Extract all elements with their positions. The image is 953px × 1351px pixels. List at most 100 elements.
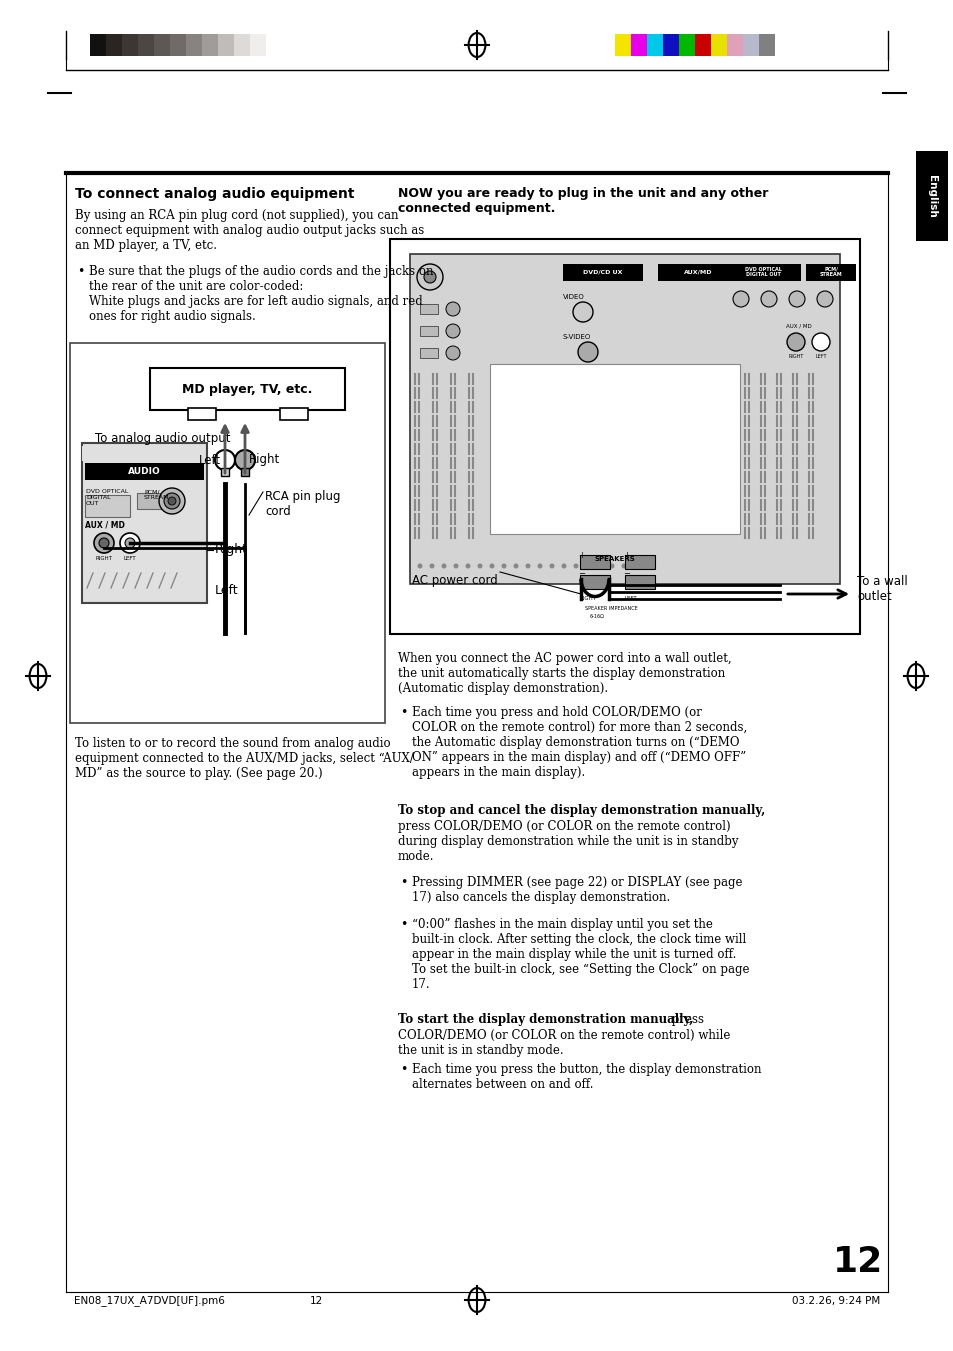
- Text: SPEAKER IMPEDANCE: SPEAKER IMPEDANCE: [584, 607, 638, 611]
- Text: +: +: [578, 551, 584, 561]
- Circle shape: [633, 563, 638, 569]
- Bar: [726, 34, 742, 55]
- Text: press COLOR/DEMO (or COLOR on the remote control)
during display demonstration w: press COLOR/DEMO (or COLOR on the remote…: [397, 820, 738, 863]
- Bar: [233, 34, 250, 55]
- Bar: [137, 493, 167, 509]
- Bar: [658, 263, 738, 281]
- Text: 03.2.26, 9:24 PM: 03.2.26, 9:24 PM: [791, 1296, 879, 1306]
- Text: •: •: [399, 875, 407, 889]
- Circle shape: [214, 450, 234, 470]
- Bar: [679, 34, 695, 55]
- Bar: [188, 408, 215, 420]
- Text: +: +: [622, 551, 629, 561]
- Bar: [662, 34, 679, 55]
- Circle shape: [645, 563, 650, 569]
- Circle shape: [513, 563, 518, 569]
- Text: SPEAKERS: SPEAKERS: [594, 557, 635, 562]
- Text: To listen to or to record the sound from analog audio
equipment connected to the: To listen to or to record the sound from…: [75, 738, 414, 780]
- Text: LEFT: LEFT: [124, 557, 136, 561]
- Circle shape: [609, 563, 614, 569]
- Text: DVD OPTICAL
DIGITAL OUT: DVD OPTICAL DIGITAL OUT: [743, 266, 781, 277]
- Bar: [202, 34, 218, 55]
- Circle shape: [489, 563, 494, 569]
- Text: To connect analog audio equipment: To connect analog audio equipment: [75, 186, 355, 201]
- Circle shape: [446, 303, 459, 316]
- Text: RIGHT: RIGHT: [787, 354, 802, 359]
- Circle shape: [99, 538, 109, 549]
- Circle shape: [620, 563, 626, 569]
- Bar: [390, 239, 859, 634]
- Text: Right: Right: [249, 454, 280, 466]
- Bar: [170, 34, 186, 55]
- Text: NOW you are ready to plug in the unit and any other
connected equipment.: NOW you are ready to plug in the unit an…: [397, 186, 767, 215]
- Circle shape: [561, 563, 566, 569]
- Bar: [241, 467, 249, 476]
- Text: PCM/
STREAM: PCM/ STREAM: [144, 489, 170, 500]
- Bar: [106, 34, 122, 55]
- Circle shape: [423, 272, 436, 282]
- Text: Left: Left: [214, 584, 238, 597]
- Circle shape: [501, 563, 506, 569]
- Circle shape: [94, 534, 113, 553]
- Circle shape: [537, 563, 542, 569]
- Text: •: •: [399, 707, 407, 719]
- Circle shape: [416, 263, 442, 290]
- Bar: [419, 326, 437, 336]
- Text: By using an RCA pin plug cord (not supplied), you can
connect equipment with ana: By using an RCA pin plug cord (not suppl…: [75, 209, 424, 253]
- Circle shape: [234, 450, 254, 470]
- Bar: [742, 34, 759, 55]
- Bar: [915, 151, 947, 240]
- Bar: [85, 494, 130, 517]
- Circle shape: [477, 563, 482, 569]
- Bar: [138, 34, 153, 55]
- Bar: [250, 34, 266, 55]
- Bar: [266, 34, 282, 55]
- Circle shape: [446, 346, 459, 359]
- Bar: [419, 349, 437, 358]
- Circle shape: [429, 563, 434, 569]
- Bar: [695, 34, 710, 55]
- Bar: [186, 34, 202, 55]
- Circle shape: [120, 534, 140, 553]
- Bar: [725, 263, 801, 281]
- Text: AUX / MD: AUX / MD: [85, 521, 125, 530]
- Bar: [490, 363, 740, 534]
- Text: •: •: [77, 265, 84, 278]
- Circle shape: [446, 324, 459, 338]
- Text: Right: Right: [214, 543, 248, 557]
- Text: To start the display demonstration manually,: To start the display demonstration manua…: [397, 1013, 693, 1025]
- Circle shape: [465, 563, 470, 569]
- Text: “0:00” flashes in the main display until you set the
built-in clock. After setti: “0:00” flashes in the main display until…: [412, 917, 749, 992]
- Text: Each time you press and hold COLOR/DEMO (or
COLOR on the remote control) for mor: Each time you press and hold COLOR/DEMO …: [412, 707, 746, 780]
- Circle shape: [573, 303, 593, 322]
- Bar: [153, 34, 170, 55]
- Text: RIGHT: RIGHT: [579, 596, 597, 601]
- Text: −: −: [622, 570, 629, 578]
- Text: COLOR/DEMO (or COLOR on the remote control) while
the unit is in standby mode.: COLOR/DEMO (or COLOR on the remote contr…: [397, 1029, 730, 1056]
- Text: DVD OPTICAL
DIGITAL
OUT: DVD OPTICAL DIGITAL OUT: [86, 489, 129, 505]
- Text: S-VIDEO: S-VIDEO: [562, 334, 591, 340]
- Circle shape: [816, 290, 832, 307]
- Circle shape: [788, 290, 804, 307]
- Bar: [280, 408, 308, 420]
- Text: 12: 12: [832, 1246, 882, 1279]
- Bar: [85, 463, 204, 480]
- Bar: [70, 343, 385, 723]
- Bar: [579, 576, 609, 589]
- Circle shape: [441, 563, 446, 569]
- Text: Be sure that the plugs of the audio cords and the jacks on
the rear of the unit : Be sure that the plugs of the audio cord…: [89, 265, 433, 323]
- Bar: [759, 34, 774, 55]
- Bar: [624, 576, 655, 589]
- Bar: [90, 34, 106, 55]
- Text: EN08_17UX_A7DVD[UF].pm6: EN08_17UX_A7DVD[UF].pm6: [74, 1296, 225, 1306]
- Text: English: English: [926, 174, 936, 218]
- Circle shape: [573, 563, 578, 569]
- Text: When you connect the AC power cord into a wall outlet,
the unit automatically st: When you connect the AC power cord into …: [397, 653, 731, 694]
- Circle shape: [164, 493, 180, 509]
- Bar: [410, 254, 840, 584]
- Text: Left: Left: [198, 454, 221, 466]
- Text: MD player, TV, etc.: MD player, TV, etc.: [182, 382, 313, 396]
- Circle shape: [732, 290, 748, 307]
- Circle shape: [578, 342, 598, 362]
- Circle shape: [168, 497, 175, 505]
